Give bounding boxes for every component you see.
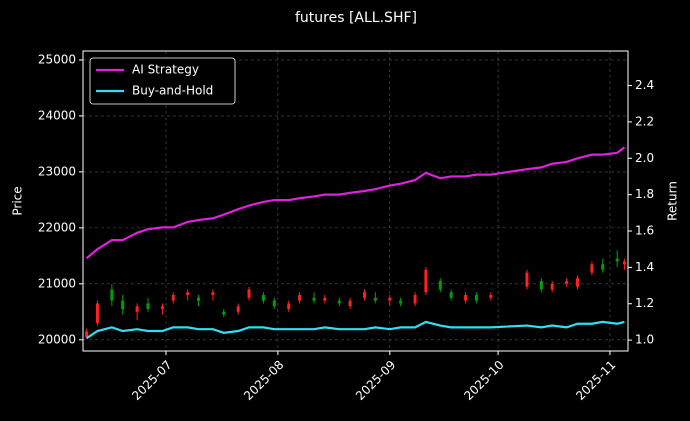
candle-body [590,264,594,273]
candle-body [539,281,543,290]
candle-body [601,264,605,270]
candle-body [348,300,352,307]
candle-body [550,283,554,290]
y-tick-label: 20000 [38,332,76,346]
plot-frame [82,50,629,352]
candle-body [298,295,302,301]
candle-body [95,303,99,324]
y2-tick-label: 1.0 [635,333,654,347]
y2-tick-label: 2.4 [635,78,654,92]
y-tick-label: 23000 [38,164,76,178]
candle-body [615,258,619,262]
candle-body [287,303,291,310]
candle-body [186,292,190,296]
legend: AI Strategy Buy-and-Hold [89,57,236,105]
candle-body [247,289,251,298]
candle-body [323,297,327,301]
y-tick-label: 21000 [38,276,76,290]
candle-body [312,297,316,301]
candle-body [236,306,240,312]
candle-body [121,300,125,310]
return-line [85,320,625,340]
y2-axis-label: Return [666,181,680,221]
return-line [85,146,626,260]
y2-tick-label: 2.0 [635,151,654,165]
candle-body [474,295,478,301]
y2-tick-label: 1.8 [635,187,654,201]
candle-body [565,281,569,284]
candle-body [449,292,453,298]
candle-body [464,295,468,301]
candle-body [171,295,175,301]
candle-body [363,292,367,298]
legend-label: AI Strategy [132,63,199,77]
y2-tick-label: 1.6 [635,224,654,238]
candle-body [424,269,428,293]
candle-body [211,292,215,296]
y-tick-label: 22000 [38,220,76,234]
candle-body [261,295,265,301]
candle-body [373,297,377,301]
y-tick-label: 25000 [38,52,76,66]
candle-body [135,306,139,312]
candle-body [622,261,626,265]
candle-body [85,331,89,338]
candle-body [399,300,403,304]
candle-body [110,289,114,301]
candle-body [196,297,200,301]
candle-body [388,297,392,301]
candle-body [146,303,150,310]
y2-tick-label: 1.4 [635,260,654,274]
y2-tick-label: 1.2 [635,296,654,310]
candle-body [337,300,341,304]
candle-body [575,278,579,287]
candle-body [525,272,529,287]
candle-body [222,311,226,315]
y-axis-label: Price [11,186,25,215]
candle-body [160,306,164,310]
legend-label: Buy-and-Hold [132,84,213,98]
chart-title: futures [ALL.SHF] [295,10,417,26]
y2-tick-label: 2.2 [635,114,654,128]
candle-body [272,300,276,307]
candle-body [438,281,442,290]
y-tick-label: 24000 [38,108,76,122]
candle-body [413,295,417,304]
legend-box [89,57,236,105]
candle-body [489,295,493,298]
